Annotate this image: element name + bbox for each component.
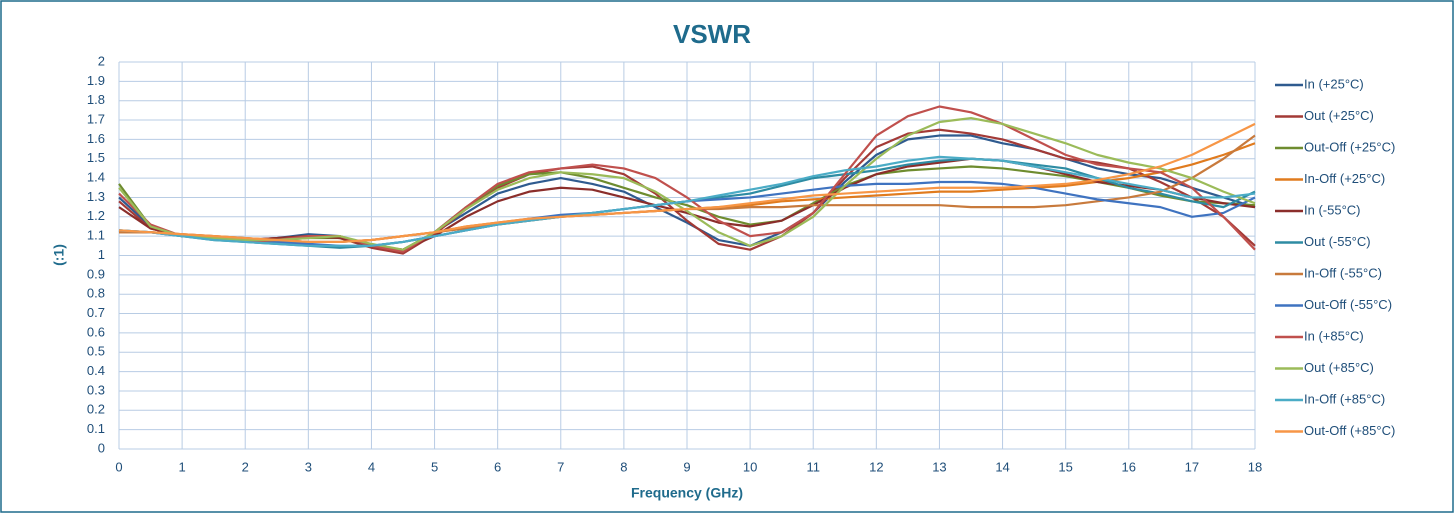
y-tick-label: 1.1 [87, 228, 105, 243]
x-tick-label: 0 [115, 459, 122, 474]
y-axis-label: (:1) [51, 244, 67, 266]
series-line [118, 155, 1256, 247]
y-tick-label: 1.6 [87, 131, 105, 146]
y-tick-label: 0.8 [87, 286, 105, 301]
x-tick-label: 3 [305, 459, 312, 474]
y-tick-label: 1.3 [87, 189, 105, 204]
x-tick-label: 8 [620, 459, 627, 474]
legend-label: Out (+85°C) [1304, 360, 1374, 375]
x-tick-label: 15 [1058, 459, 1072, 474]
x-tick-label: 1 [178, 459, 185, 474]
x-axis-label: Frequency (GHz) [631, 485, 743, 501]
x-tick-label: 16 [1122, 459, 1136, 474]
legend-label: In (+85°C) [1304, 328, 1364, 343]
chart-title: VSWR [673, 19, 751, 49]
y-tick-label: 0.1 [87, 421, 105, 436]
y-tick-label: 1 [98, 247, 105, 262]
x-tick-label: 11 [806, 459, 820, 474]
legend-label: In (-55°C) [1304, 202, 1361, 217]
y-tick-label: 0.2 [87, 402, 105, 417]
y-tick-label: 1.5 [87, 150, 105, 165]
legend-label: Out (-55°C) [1304, 234, 1371, 249]
x-tick-label: 17 [1185, 459, 1199, 474]
x-tick-label: 9 [683, 459, 690, 474]
y-tick-label: 0.4 [87, 363, 105, 378]
legend-label: In-Off (+25°C) [1304, 171, 1385, 186]
x-tick-label: 4 [368, 459, 375, 474]
y-tick-label: 1.9 [87, 73, 105, 88]
y-tick-label: 0.7 [87, 305, 105, 320]
series-line [118, 105, 1256, 253]
legend-label: Out-Off (+25°C) [1304, 139, 1395, 154]
x-tick-label: 14 [995, 459, 1009, 474]
x-tick-label: 7 [557, 459, 564, 474]
x-tick-label: 18 [1248, 459, 1262, 474]
x-tick-label: 5 [431, 459, 438, 474]
legend-label: In-Off (+85°C) [1304, 391, 1385, 406]
y-tick-label: 0.3 [87, 382, 105, 397]
legend-label: Out (+25°C) [1304, 108, 1374, 123]
x-tick-label: 10 [743, 459, 757, 474]
series-line [118, 122, 1256, 244]
y-tick-label: 1.2 [87, 208, 105, 223]
y-tick-label: 1.4 [87, 170, 105, 185]
x-tick-label: 12 [869, 459, 883, 474]
legend-label: In (+25°C) [1304, 76, 1364, 91]
legend-label: Out-Off (-55°C) [1304, 297, 1392, 312]
legend-label: In-Off (-55°C) [1304, 265, 1382, 280]
y-tick-label: 2 [98, 53, 105, 68]
x-tick-label: 2 [242, 459, 249, 474]
y-tick-label: 1.7 [87, 111, 105, 126]
y-tick-label: 0 [98, 440, 105, 455]
y-tick-label: 1.8 [87, 92, 105, 107]
y-tick-label: 0.6 [87, 324, 105, 339]
x-tick-label: 6 [494, 459, 501, 474]
x-tick-label: 13 [932, 459, 946, 474]
series-line [118, 117, 1256, 251]
y-tick-label: 0.5 [87, 344, 105, 359]
y-tick-label: 0.9 [87, 266, 105, 281]
legend-label: Out-Off (+85°C) [1304, 423, 1395, 438]
